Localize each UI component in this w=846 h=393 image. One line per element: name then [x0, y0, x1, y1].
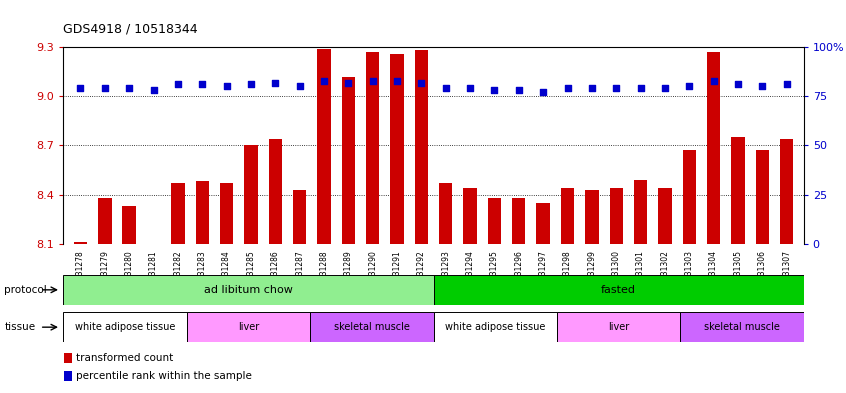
Point	[609, 85, 623, 92]
Point	[585, 85, 599, 92]
Bar	[187, 312, 310, 342]
Bar	[390, 54, 404, 244]
Point	[536, 89, 550, 95]
Point	[366, 77, 380, 84]
Point	[244, 81, 258, 88]
Bar	[415, 50, 428, 244]
Bar	[317, 49, 331, 244]
Point	[98, 85, 112, 92]
Point	[731, 81, 744, 88]
Text: GDS4918 / 10518344: GDS4918 / 10518344	[63, 22, 198, 35]
Bar	[195, 182, 209, 244]
Bar	[488, 198, 501, 244]
Text: transformed count: transformed count	[76, 353, 173, 363]
Point	[487, 87, 501, 94]
Point	[707, 77, 721, 84]
Text: liver: liver	[608, 322, 629, 332]
Bar	[464, 188, 477, 244]
Point	[220, 83, 233, 90]
Bar	[433, 312, 557, 342]
Bar	[63, 275, 433, 305]
Bar	[244, 145, 258, 244]
Bar	[366, 52, 379, 244]
Bar	[557, 312, 680, 342]
Text: liver: liver	[238, 322, 259, 332]
Point	[561, 85, 574, 92]
Bar	[220, 183, 233, 244]
Bar	[171, 183, 184, 244]
Point	[683, 83, 696, 90]
Text: white adipose tissue: white adipose tissue	[445, 322, 546, 332]
Bar	[658, 188, 672, 244]
Text: skeletal muscle: skeletal muscle	[334, 322, 409, 332]
Bar	[63, 312, 187, 342]
Point	[195, 81, 209, 88]
Point	[146, 87, 160, 94]
Point	[464, 85, 477, 92]
Text: white adipose tissue: white adipose tissue	[75, 322, 175, 332]
Point	[755, 83, 769, 90]
Bar	[780, 139, 794, 244]
Point	[123, 85, 136, 92]
Point	[74, 85, 87, 92]
Bar	[268, 139, 282, 244]
Point	[512, 87, 525, 94]
Text: percentile rank within the sample: percentile rank within the sample	[76, 371, 252, 381]
Point	[658, 85, 672, 92]
Bar	[731, 137, 744, 244]
Bar	[433, 275, 804, 305]
Point	[390, 77, 404, 84]
Bar	[512, 198, 525, 244]
Bar	[74, 242, 87, 244]
Text: skeletal muscle: skeletal muscle	[704, 322, 780, 332]
Bar	[755, 151, 769, 244]
Point	[439, 85, 453, 92]
Bar	[293, 190, 306, 244]
Text: fasted: fasted	[602, 285, 636, 295]
Bar	[123, 206, 136, 244]
Bar	[439, 183, 453, 244]
Bar	[536, 203, 550, 244]
Point	[634, 85, 647, 92]
Point	[171, 81, 184, 88]
Point	[317, 77, 331, 84]
Text: tissue: tissue	[4, 322, 36, 332]
Bar	[680, 312, 804, 342]
Point	[293, 83, 306, 90]
Text: protocol: protocol	[4, 285, 47, 295]
Bar	[609, 188, 623, 244]
Bar	[64, 353, 72, 363]
Point	[780, 81, 794, 88]
Point	[415, 79, 428, 86]
Point	[342, 79, 355, 86]
Bar	[64, 371, 72, 381]
Text: ad libitum chow: ad libitum chow	[204, 285, 293, 295]
Point	[268, 79, 282, 86]
Bar	[707, 52, 720, 244]
Bar	[634, 180, 647, 244]
Bar	[310, 312, 433, 342]
Bar	[585, 190, 599, 244]
Bar	[342, 77, 355, 244]
Bar	[561, 188, 574, 244]
Bar	[98, 198, 112, 244]
Bar	[683, 151, 696, 244]
